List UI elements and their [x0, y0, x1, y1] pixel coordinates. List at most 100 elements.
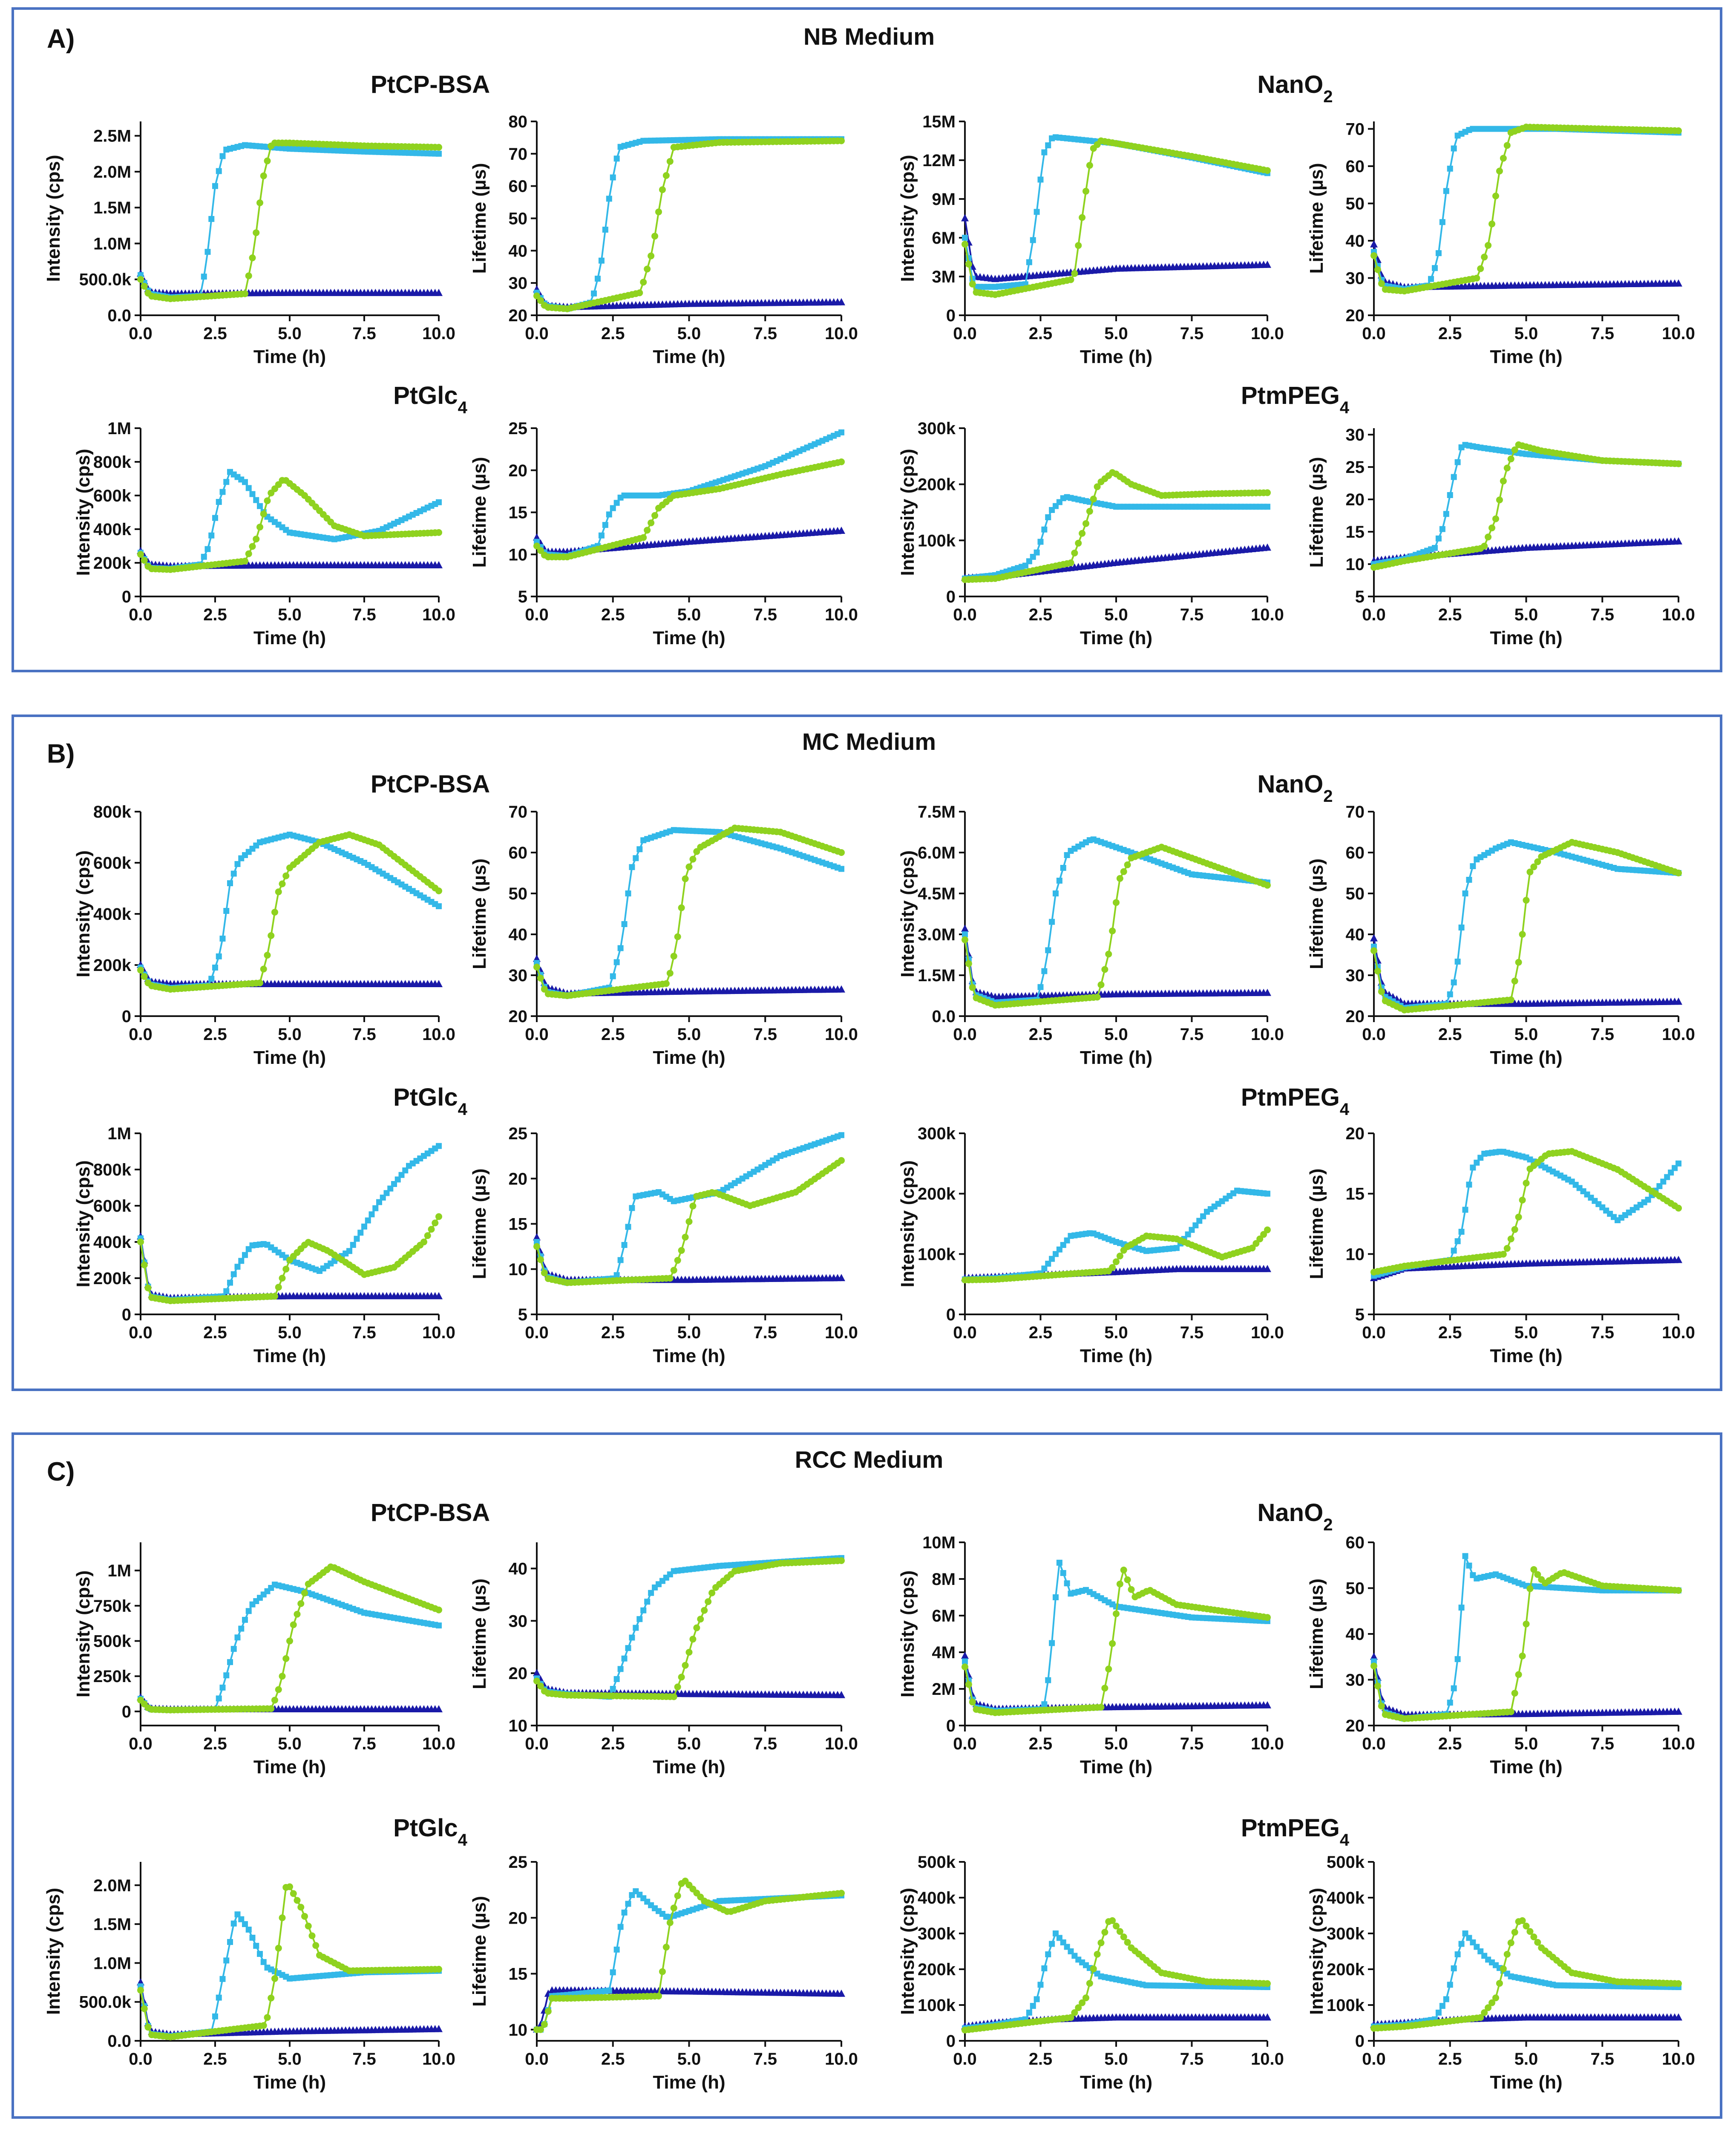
data-point: [670, 1267, 677, 1274]
x-tick-label: 7.5: [753, 605, 777, 624]
y-tick-label: 4M: [932, 1643, 956, 1662]
data-point: [279, 880, 286, 887]
data-point: [275, 888, 282, 896]
x-tick-label: 7.5: [753, 1323, 777, 1342]
data-point: [137, 1239, 144, 1245]
data-point: [208, 216, 215, 222]
data-point: [1519, 1196, 1526, 1204]
data-point: [1374, 266, 1381, 273]
data-point: [227, 1279, 233, 1286]
y-tick-label: 0: [122, 1007, 131, 1026]
x-tick-label: 7.5: [753, 324, 777, 343]
data-point: [1034, 209, 1040, 215]
data-point: [1264, 1190, 1270, 1197]
data-point: [689, 856, 697, 863]
data-point: [256, 199, 263, 206]
data-point: [242, 1616, 248, 1623]
x-tick-label: 7.5: [352, 605, 376, 624]
y-tick-label: 10M: [922, 1533, 956, 1552]
panel-title: NB Medium: [803, 23, 935, 50]
data-point: [678, 1247, 685, 1254]
x-tick-label: 10.0: [422, 1323, 455, 1342]
y-tick-label: 3.0M: [918, 925, 956, 944]
y-tick-label: 60: [1346, 844, 1365, 862]
data-point: [693, 1624, 700, 1631]
data-point: [610, 505, 616, 511]
data-point: [223, 479, 230, 485]
series-line-series_b: [536, 1560, 842, 1698]
x-tick-label: 2.5: [601, 1734, 625, 1753]
data-point: [662, 172, 670, 179]
probe-name: PtCP-BSA: [371, 770, 490, 798]
data-point: [1481, 254, 1488, 261]
y-tick-label: 10: [509, 545, 528, 564]
data-point: [436, 499, 442, 505]
data-point: [1496, 496, 1503, 504]
y-tick-label: 12M: [922, 151, 956, 170]
x-tick-label: 5.0: [677, 1323, 701, 1342]
x-tick-label: 5.0: [1104, 1025, 1128, 1044]
x-tick-label: 0.0: [129, 1025, 153, 1044]
y-tick-label: 15: [1346, 523, 1365, 542]
y-axis-label: Intensity (cps): [897, 1570, 918, 1697]
y-tick-label: 500k: [93, 1632, 132, 1651]
x-tick-label: 10.0: [825, 1323, 858, 1342]
data-point: [216, 499, 222, 505]
y-tick-label: 30: [1346, 966, 1365, 985]
data-point: [1451, 145, 1457, 152]
data-point: [674, 933, 681, 940]
data-point: [662, 980, 670, 987]
data-point: [227, 880, 233, 886]
y-tick-label: 20: [1346, 1007, 1365, 1026]
data-point: [275, 1686, 282, 1693]
data-point: [1511, 977, 1518, 985]
x-axis-label: Time (h): [653, 346, 725, 367]
y-tick-label: 600k: [93, 1197, 132, 1216]
data-point: [541, 1269, 548, 1276]
y-tick-label: 60: [509, 177, 528, 196]
data-point: [1458, 925, 1465, 931]
data-point: [1492, 193, 1499, 199]
data-point: [1097, 981, 1105, 988]
data-point: [436, 1622, 442, 1629]
y-axis-label: Intensity (cps): [897, 850, 918, 977]
data-point: [1492, 515, 1499, 522]
x-axis-label: Time (h): [653, 1345, 725, 1366]
series-line-series_a: [536, 138, 841, 310]
panel-label: B): [47, 739, 75, 769]
probe-name: PtGlc: [393, 382, 458, 409]
data-point: [674, 1683, 681, 1691]
y-axis-label: Lifetime (µs): [469, 457, 490, 568]
data-point: [1443, 511, 1449, 517]
data-point: [636, 846, 643, 853]
x-tick-label: 10.0: [1251, 1323, 1284, 1342]
y-tick-label: 800k: [93, 803, 132, 821]
data-point: [636, 289, 643, 297]
data-point: [625, 1224, 631, 1230]
y-tick-label: 750k: [93, 1597, 132, 1616]
data-point: [678, 1674, 685, 1681]
y-tick-label: 250k: [93, 1667, 132, 1686]
y-tick-label: 0: [946, 306, 956, 325]
panel-frame: [12, 7, 1722, 672]
data-point: [234, 861, 241, 867]
data-point: [435, 288, 443, 296]
data-point: [208, 532, 215, 539]
data-point: [533, 292, 540, 300]
data-point: [1370, 947, 1377, 954]
probe-name: PtmPEG: [1241, 1083, 1340, 1111]
x-tick-label: 2.5: [1029, 324, 1053, 343]
x-tick-label: 10.0: [1251, 605, 1284, 624]
data-point: [602, 522, 608, 528]
data-point: [701, 1607, 708, 1614]
x-tick-label: 10.0: [1662, 605, 1695, 624]
data-point: [1034, 549, 1040, 556]
y-tick-label: 2.0M: [93, 163, 131, 181]
data-point: [223, 1672, 230, 1679]
y-tick-label: 15: [1346, 1185, 1365, 1204]
probe-name: PtmPEG: [1241, 1814, 1340, 1842]
data-point: [591, 290, 597, 297]
